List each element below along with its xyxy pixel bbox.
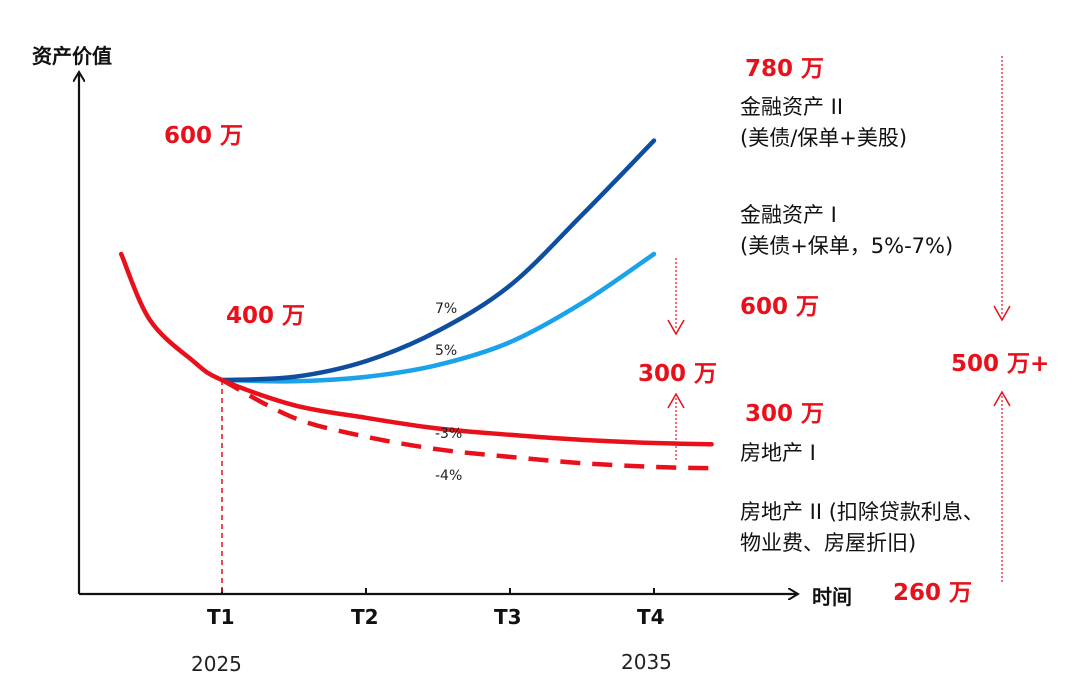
series-line-fin1 [219,251,657,384]
diff-arrow-up-300 [667,392,685,409]
value-label-400: 400 万 [226,303,306,329]
diff-arrow-down-500 [993,305,1011,322]
series-label-re1: 房地产 I [740,438,816,469]
x-tick-label-t1: T1 [207,605,235,629]
value-label-260-end: 260 万 [893,580,973,606]
x-tick-label-t2: T2 [351,605,379,629]
series-label-line: (美债/保单+美股) [740,126,908,150]
diff-arrow-down-300 [667,319,685,336]
rate-label-fin1: 5% [435,343,457,359]
value-label-300-diff: 300 万 [638,361,718,387]
year-label-2035: 2035 [621,650,672,674]
rate-label-fin2: 7% [435,301,457,317]
series-line-fin2 [219,138,657,383]
series-label-line: (美债+保单，5%-7%) [740,234,954,258]
value-label-600-start: 600 万 [164,123,244,149]
value-label-500-diff: 500 万+ [951,351,1050,377]
series-label-line: 金融资产 II [740,95,844,119]
series-label-fin2: 金融资产 II (美债/保单+美股) [740,92,907,154]
rate-label-re1: -3% [435,426,462,442]
value-label-780: 780 万 [745,56,825,82]
series-line-re1 [118,251,714,447]
y-axis-label: 资产价值 [32,44,112,68]
x-tick-label-t3: T3 [494,605,522,629]
series-line-re2 [220,378,712,471]
value-label-600-end: 600 万 [740,294,820,320]
series-label-line: 物业费、房屋折旧) [740,531,917,555]
x-axis-label: 时间 [812,585,852,609]
year-label-2025: 2025 [191,652,242,676]
series-label-line: 房地产 I [740,441,816,465]
series-label-line: 金融资产 I [740,203,837,227]
series-label-re2: 房地产 II (扣除贷款利息、 物业费、房屋折旧) [740,497,984,559]
rate-label-re2: -4% [435,468,462,484]
series-label-line: 房地产 II (扣除贷款利息、 [740,500,984,524]
x-tick-label-t4: T4 [637,605,665,629]
diff-arrow-up-500 [993,390,1011,407]
value-label-300-end: 300 万 [745,401,825,427]
series-label-fin1: 金融资产 I (美债+保单，5%-7%) [740,200,953,262]
